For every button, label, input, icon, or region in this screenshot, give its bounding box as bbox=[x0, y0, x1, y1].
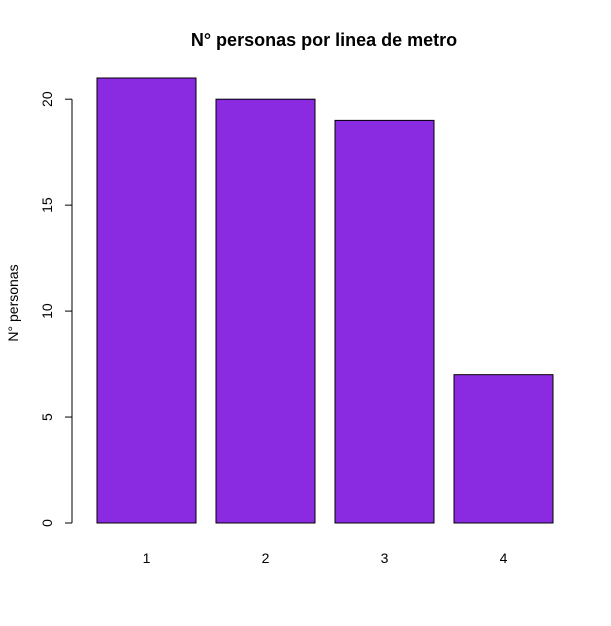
x-tick-label: 1 bbox=[143, 550, 151, 566]
bar-2 bbox=[215, 98, 316, 524]
y-tick-label: 20 bbox=[39, 91, 55, 107]
chart-title: N° personas por linea de metro bbox=[191, 30, 457, 50]
y-tick-label: 10 bbox=[39, 303, 55, 319]
bar-4 bbox=[453, 374, 554, 524]
x-tick-labels: 1 2 3 4 bbox=[143, 550, 508, 566]
y-tick-label: 0 bbox=[39, 519, 55, 527]
y-tick-label: 15 bbox=[39, 197, 55, 213]
x-tick-label: 2 bbox=[262, 550, 270, 566]
bar-1 bbox=[96, 77, 197, 524]
x-tick-label: 3 bbox=[381, 550, 389, 566]
y-tick-label: 5 bbox=[39, 413, 55, 421]
x-tick-label: 4 bbox=[500, 550, 508, 566]
bars bbox=[96, 77, 554, 524]
y-axis-label: N° personas bbox=[5, 264, 21, 341]
y-axis: 0 5 10 15 20 bbox=[39, 91, 73, 527]
bar-3 bbox=[334, 119, 435, 524]
